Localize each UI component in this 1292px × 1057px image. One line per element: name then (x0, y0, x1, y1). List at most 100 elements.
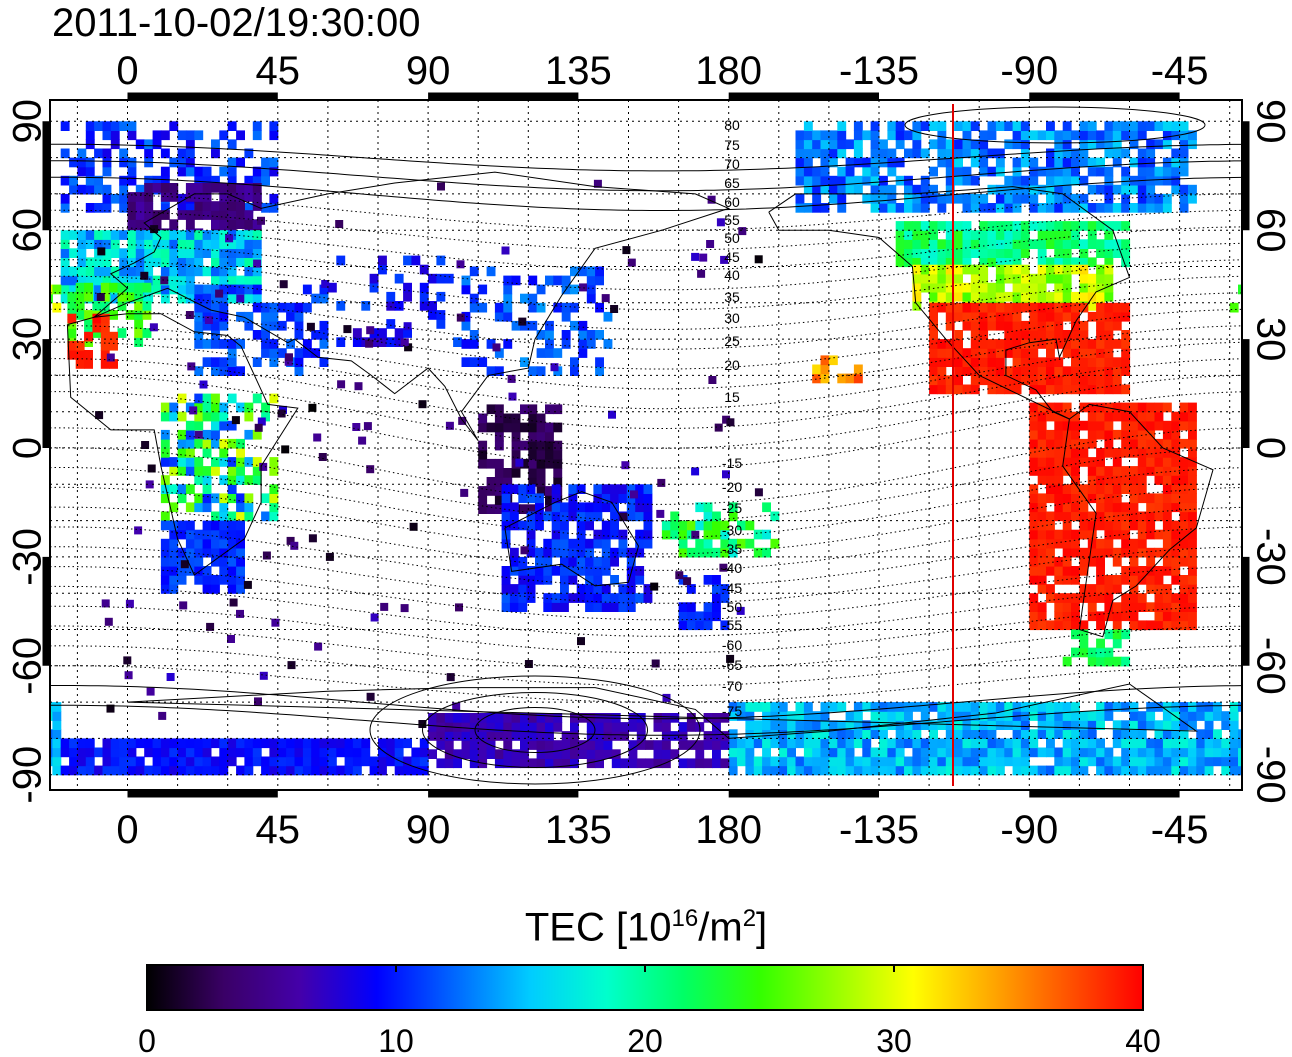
tec-cell (904, 720, 913, 730)
tec-cell (520, 404, 529, 415)
tec-cell (862, 765, 872, 776)
tec-cell (1012, 384, 1022, 395)
tec-cell (601, 520, 611, 531)
tec-cell (970, 320, 980, 331)
tec-cell (1054, 502, 1064, 513)
tec-cell (294, 302, 304, 313)
tec-cell (160, 520, 170, 531)
tec-cell (84, 331, 93, 342)
tec-cell (795, 729, 805, 739)
tec-cell (820, 765, 830, 776)
tec-cell (261, 157, 270, 168)
tec-cell (1162, 511, 1172, 522)
tec-cell (695, 740, 705, 750)
tec-cell (1121, 602, 1131, 612)
tec-cell (302, 756, 312, 767)
tec-cell (211, 311, 220, 322)
tec-cell (962, 203, 972, 213)
tec-cell (1112, 121, 1122, 131)
magnetic-latitude-label: -65 (722, 657, 742, 673)
tec-cell (160, 148, 170, 159)
tec-cell (185, 502, 195, 513)
tec-cell (1029, 411, 1039, 422)
tec-cell (803, 702, 813, 712)
tec-cell (1029, 438, 1039, 449)
tec-cell (528, 758, 538, 769)
tec-cell (177, 248, 187, 258)
tec-cell (1096, 538, 1105, 549)
tec-cell (904, 230, 913, 240)
tec-cell (109, 282, 118, 293)
tec-cell (211, 366, 220, 376)
tec-cell (1171, 756, 1181, 767)
tec-cell (511, 320, 521, 331)
tec-cell (436, 291, 446, 302)
tec-cell (1004, 273, 1014, 284)
tec-cell (511, 749, 521, 759)
tec-cell (720, 529, 730, 540)
tec-cell (954, 282, 963, 293)
tec-cell (610, 493, 619, 504)
tec-cell (152, 130, 162, 141)
tec-cell (1046, 547, 1055, 558)
tec-cell (169, 738, 179, 749)
tec-cell (134, 328, 144, 338)
tec-cell (219, 239, 229, 249)
tec-cell (1079, 339, 1089, 349)
tec-cell (185, 139, 195, 150)
tec-cell (277, 756, 287, 767)
tec-cell (712, 731, 721, 741)
tec-cell (361, 747, 371, 758)
tec-cell (1079, 647, 1089, 658)
tec-cell (67, 350, 77, 360)
tec-cell (92, 328, 102, 338)
tec-cell (269, 484, 279, 494)
tec-cell (853, 711, 863, 721)
tec-cell (653, 713, 663, 723)
tec-cell (507, 374, 516, 383)
tec-cell (469, 266, 479, 277)
tec-cell (469, 731, 479, 741)
left-latitude-tick-label: -30 (6, 528, 50, 586)
tec-cell (1029, 593, 1039, 603)
top-longitude-tick-label: -90 (1000, 49, 1058, 93)
tec-cell (728, 538, 738, 549)
tec-cell (1062, 166, 1072, 177)
tec-cell (695, 538, 705, 549)
tec-cell (215, 289, 224, 298)
tec-cell (904, 221, 913, 231)
tec-cell (244, 756, 254, 767)
tec-cell (211, 420, 220, 431)
tec-cell (862, 756, 872, 767)
tec-cell (904, 239, 913, 249)
tec-cell (1171, 121, 1181, 131)
magnetic-latitude-label: -60 (722, 637, 742, 653)
tec-cell (127, 166, 137, 177)
tec-cell (1020, 157, 1030, 168)
tec-cell (67, 313, 77, 324)
tec-cell (560, 602, 569, 612)
tec-cell (1087, 375, 1097, 386)
tec-cell (1129, 420, 1139, 431)
tec-cell (211, 765, 220, 776)
tec-cell (945, 738, 955, 749)
tec-cell (887, 166, 897, 177)
tec-cell (1204, 738, 1214, 749)
tec-cell (1096, 448, 1105, 458)
tec-cell (703, 538, 713, 549)
tec-cell (219, 448, 229, 458)
tec-cell (979, 148, 989, 159)
tec-cell (1004, 747, 1014, 758)
tec-cell (920, 184, 930, 195)
tec-cell (1154, 166, 1164, 177)
tec-cell (169, 275, 179, 286)
tec-cell (812, 765, 822, 776)
tec-cell (803, 148, 813, 159)
tec-cell (219, 366, 229, 376)
tec-cell (110, 747, 120, 758)
tec-cell (135, 210, 145, 220)
tec-cell (635, 502, 645, 513)
tec-cell (520, 722, 529, 732)
tec-cell (1004, 248, 1014, 258)
tec-cell (1054, 291, 1064, 302)
